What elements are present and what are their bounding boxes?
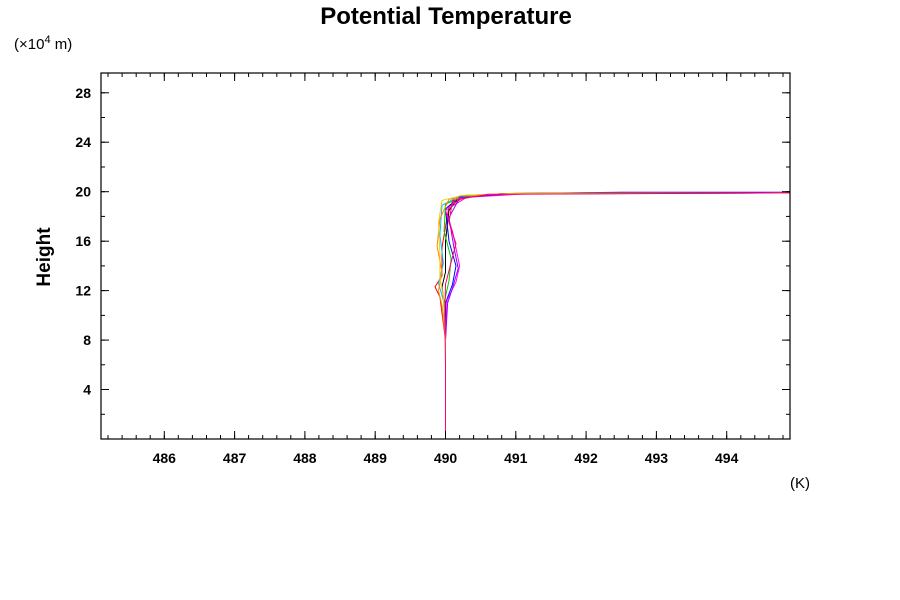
series-line-7 xyxy=(436,192,790,439)
x-tick-label: 491 xyxy=(504,450,528,466)
y-axis-unit-exponent: 4 xyxy=(44,34,50,46)
series-line-8 xyxy=(445,192,790,439)
series-line-3 xyxy=(444,191,790,439)
tick-labels-layer: 486 487 488 489 490 491 492 493 494 4 8 12 16 20 24 28 xyxy=(75,85,738,466)
plot-frame xyxy=(100,72,791,440)
series-line-4 xyxy=(437,192,790,439)
x-tick-label: 489 xyxy=(364,450,388,466)
y-axis-unit-prefix: (×10 xyxy=(14,36,44,53)
series-layer xyxy=(434,191,790,439)
x-tick-label: 493 xyxy=(645,450,669,466)
y-tick-label: 12 xyxy=(75,283,91,299)
series-line-5 xyxy=(444,192,790,439)
y-tick-label: 20 xyxy=(75,184,91,200)
x-tick-label: 492 xyxy=(574,450,598,466)
chart-title: Potential Temperature xyxy=(320,3,572,30)
y-tick-label: 4 xyxy=(83,382,91,398)
x-tick-label: 490 xyxy=(434,450,458,466)
x-axis-unit: (K) xyxy=(790,475,810,492)
x-tick-label: 486 xyxy=(153,450,177,466)
ticks-layer xyxy=(101,73,790,439)
y-tick-label: 8 xyxy=(83,332,91,348)
y-axis-label: Height xyxy=(34,227,55,287)
series-line-9 xyxy=(437,192,790,439)
y-axis-unit: (×104 m) xyxy=(14,34,72,53)
y-tick-label: 28 xyxy=(75,85,91,101)
y-tick-label: 24 xyxy=(75,134,91,150)
series-line-2 xyxy=(434,192,790,439)
x-tick-label: 487 xyxy=(223,450,247,466)
series-line-6 xyxy=(443,192,790,439)
y-axis-unit-suffix: m) xyxy=(51,36,73,53)
y-tick-label: 16 xyxy=(75,233,91,249)
x-tick-label: 494 xyxy=(715,450,739,466)
x-tick-label: 488 xyxy=(293,450,317,466)
series-line-10 xyxy=(444,192,790,439)
series-line-1 xyxy=(441,192,790,439)
